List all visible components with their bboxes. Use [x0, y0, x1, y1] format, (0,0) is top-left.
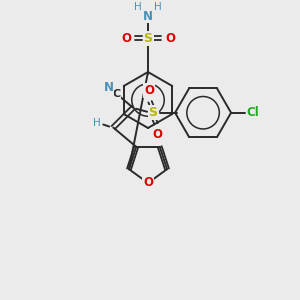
Text: O: O: [144, 84, 154, 97]
Text: N: N: [103, 81, 113, 94]
Text: N: N: [143, 10, 153, 22]
Text: Cl: Cl: [247, 106, 260, 119]
Text: S: S: [148, 106, 158, 119]
Text: O: O: [121, 32, 131, 44]
Text: O: O: [165, 32, 175, 44]
Text: H: H: [154, 2, 162, 12]
Text: C: C: [112, 88, 120, 99]
Text: O: O: [143, 176, 153, 190]
Text: S: S: [143, 32, 152, 44]
Text: H: H: [93, 118, 101, 128]
Text: H: H: [134, 2, 142, 12]
Text: O: O: [152, 128, 162, 141]
